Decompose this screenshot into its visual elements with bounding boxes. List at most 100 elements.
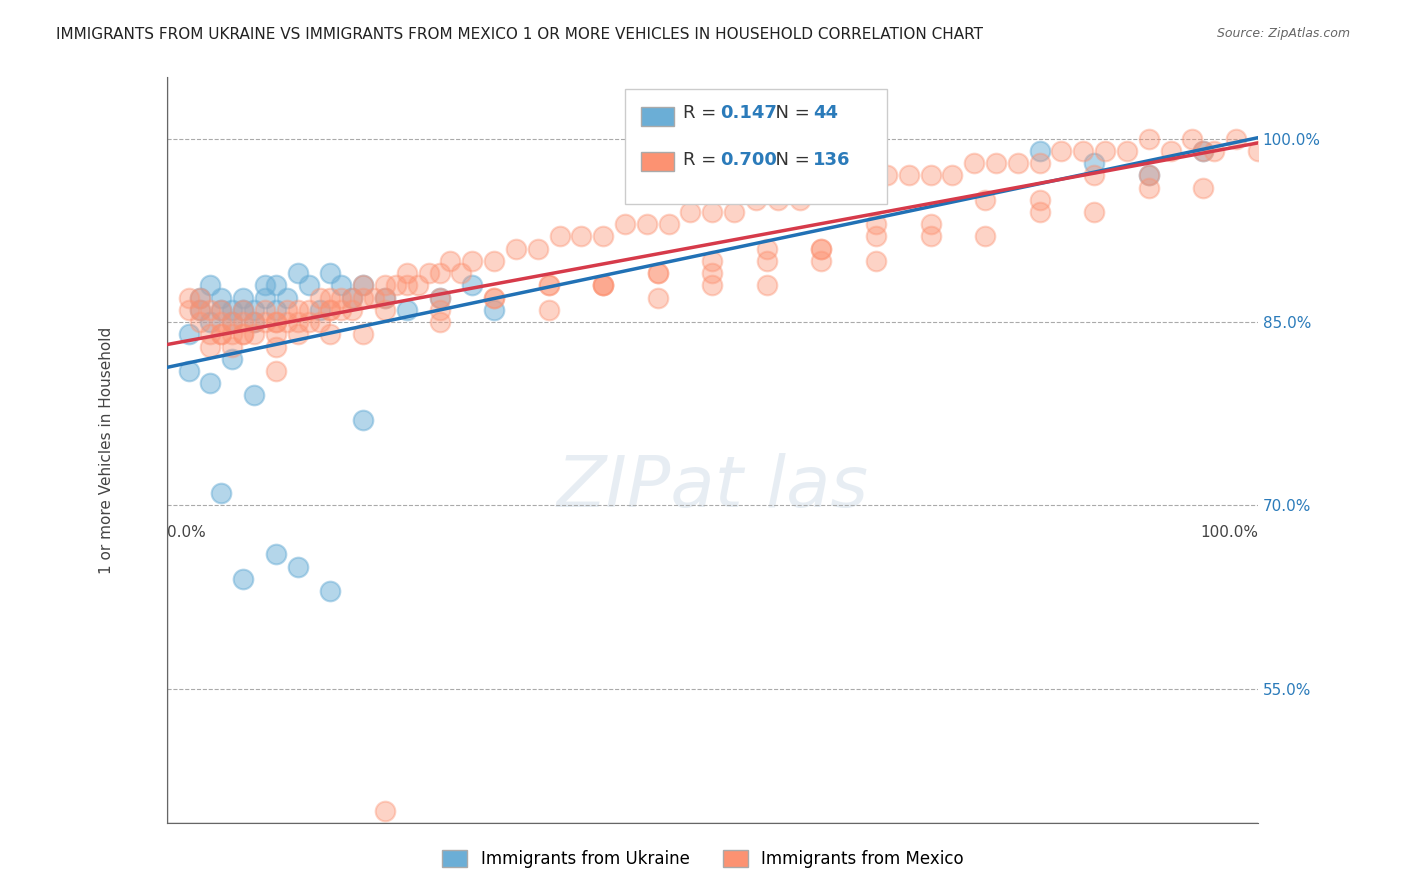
FancyBboxPatch shape <box>641 152 673 170</box>
Text: 0.147: 0.147 <box>720 103 778 121</box>
Point <box>482 291 505 305</box>
Point <box>702 205 724 219</box>
Point <box>865 253 887 268</box>
Point <box>1137 169 1160 183</box>
Legend: Immigrants from Ukraine, Immigrants from Mexico: Immigrants from Ukraine, Immigrants from… <box>436 843 970 875</box>
Point <box>264 339 287 353</box>
Point <box>232 291 254 305</box>
Point <box>429 291 451 305</box>
Point <box>264 302 287 317</box>
Point <box>702 253 724 268</box>
Point <box>766 193 789 207</box>
Point <box>385 278 408 293</box>
Point <box>1181 131 1204 145</box>
Point <box>352 291 374 305</box>
Point <box>188 302 211 317</box>
Point <box>319 584 342 599</box>
Point <box>330 291 353 305</box>
Point <box>647 291 669 305</box>
Point <box>810 242 832 256</box>
Point <box>253 302 276 317</box>
Point <box>920 229 942 244</box>
Point <box>1028 144 1050 158</box>
Point <box>658 217 681 231</box>
Point <box>429 302 451 317</box>
Point <box>177 302 200 317</box>
Point <box>287 266 309 280</box>
Point <box>974 229 997 244</box>
Text: 0.700: 0.700 <box>720 151 778 169</box>
Point <box>723 205 745 219</box>
Point <box>374 302 396 317</box>
Point <box>264 315 287 329</box>
Point <box>298 315 321 329</box>
Point <box>342 302 364 317</box>
Point <box>243 388 266 402</box>
Point <box>200 302 222 317</box>
Point <box>963 156 986 170</box>
Point <box>221 315 243 329</box>
Point <box>287 559 309 574</box>
Point <box>1116 144 1139 158</box>
Point <box>876 169 898 183</box>
Point <box>209 302 232 317</box>
Point <box>1137 169 1160 183</box>
Point <box>571 229 593 244</box>
Point <box>1028 156 1050 170</box>
Point <box>974 193 997 207</box>
Point <box>395 266 418 280</box>
Point <box>209 327 232 342</box>
Point <box>853 180 876 194</box>
Point <box>537 278 560 293</box>
Point <box>755 242 778 256</box>
Point <box>636 217 658 231</box>
Point <box>188 302 211 317</box>
Point <box>647 266 669 280</box>
Point <box>253 291 276 305</box>
Point <box>342 291 364 305</box>
Point <box>264 278 287 293</box>
Point <box>810 253 832 268</box>
Point <box>221 315 243 329</box>
Point <box>200 315 222 329</box>
Point <box>1028 205 1050 219</box>
Point <box>308 302 330 317</box>
Point <box>702 278 724 293</box>
Point <box>374 804 396 818</box>
Point <box>209 327 232 342</box>
Point <box>342 291 364 305</box>
Point <box>482 253 505 268</box>
Point <box>832 180 855 194</box>
Point <box>755 253 778 268</box>
Text: N =: N = <box>763 103 815 121</box>
Point <box>232 315 254 329</box>
Point <box>287 302 309 317</box>
Point <box>221 339 243 353</box>
Point <box>897 169 920 183</box>
Text: ZIPat las: ZIPat las <box>557 453 869 522</box>
Text: R =: R = <box>683 151 721 169</box>
FancyBboxPatch shape <box>641 107 673 126</box>
Point <box>232 327 254 342</box>
Text: 100.0%: 100.0% <box>1199 525 1258 540</box>
Point <box>221 351 243 366</box>
Point <box>264 364 287 378</box>
Point <box>548 229 571 244</box>
Point <box>352 278 374 293</box>
Point <box>429 266 451 280</box>
Point <box>209 486 232 500</box>
Point <box>745 193 768 207</box>
Point <box>1204 144 1226 158</box>
Point <box>352 278 374 293</box>
Point <box>865 217 887 231</box>
Point <box>1083 205 1105 219</box>
Point <box>308 291 330 305</box>
Point <box>702 266 724 280</box>
Point <box>253 315 276 329</box>
Point <box>243 302 266 317</box>
Point <box>232 572 254 586</box>
Point <box>395 278 418 293</box>
Text: IMMIGRANTS FROM UKRAINE VS IMMIGRANTS FROM MEXICO 1 OR MORE VEHICLES IN HOUSEHOL: IMMIGRANTS FROM UKRAINE VS IMMIGRANTS FR… <box>56 27 983 42</box>
Point <box>232 302 254 317</box>
Point <box>374 291 396 305</box>
